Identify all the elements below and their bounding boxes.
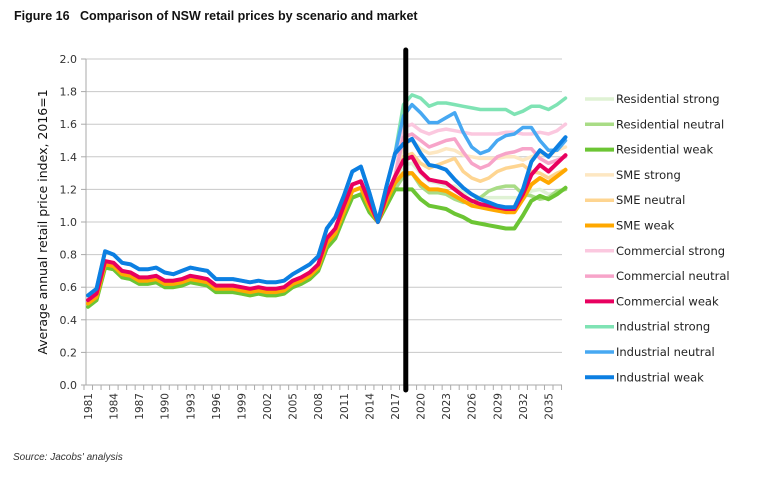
y-axis-ticks: 0.0 0.2 0.4 0.6 0.8 1.0 1.2 1.4 1.6 1.8 2.0 xyxy=(60,53,86,392)
legend-label: Residential weak xyxy=(616,143,714,157)
y-tick-label: 0.2 xyxy=(60,346,78,359)
legend: Residential strong Residential neutral Res… xyxy=(585,92,730,384)
y-axis-label: Average annual retail price index, 2016=… xyxy=(35,89,50,354)
y-tick-label: 0.4 xyxy=(60,314,78,327)
series-line-industrial-weak xyxy=(86,135,568,298)
legend-label: SME weak xyxy=(616,219,675,233)
x-tick-label: 2002 xyxy=(262,393,274,420)
x-tick-label: 1981 xyxy=(83,393,95,420)
x-tick-label: 1990 xyxy=(160,393,172,420)
legend-label: Commercial neutral xyxy=(616,269,730,283)
x-tick-label: 2032 xyxy=(518,393,530,420)
y-tick-label: 1.6 xyxy=(60,118,78,131)
source-note: Source: Jacobs' analysis xyxy=(13,452,123,463)
series-line-industrial-strong xyxy=(86,93,568,298)
legend-item: Industrial weak xyxy=(585,370,704,384)
series-line-commercial-strong xyxy=(86,122,568,302)
legend-item: Residential neutral xyxy=(585,117,724,131)
legend-label: Industrial strong xyxy=(616,320,710,334)
series-line-commercial-neutral xyxy=(86,132,568,302)
legend-item: Residential strong xyxy=(585,92,720,106)
legend-item: Industrial strong xyxy=(585,320,710,334)
legend-item: SME neutral xyxy=(585,193,685,207)
y-tick-label: 2.0 xyxy=(60,53,78,66)
legend-item: Industrial neutral xyxy=(585,345,715,359)
legend-label: Residential neutral xyxy=(616,117,724,131)
legend-label: Industrial neutral xyxy=(616,345,715,359)
x-axis: 1981 1984 1987 1990 1993 1996 1999 2002 2005 2008… xyxy=(83,384,563,420)
x-tick-label: 2008 xyxy=(313,393,325,420)
legend-item: SME weak xyxy=(585,219,675,233)
y-tick-label: 0.0 xyxy=(60,379,78,392)
x-tick-label: 1996 xyxy=(211,393,223,420)
legend-item: SME strong xyxy=(585,168,681,182)
y-tick-label: 1.4 xyxy=(60,151,78,164)
legend-item: Commercial strong xyxy=(585,244,725,258)
y-tick-label: 0.6 xyxy=(60,281,78,294)
legend-label: SME neutral xyxy=(616,193,685,207)
x-tick-label: 2023 xyxy=(441,393,453,420)
x-tick-label: 2029 xyxy=(492,393,504,420)
legend-item: Commercial weak xyxy=(585,294,719,308)
legend-item: Residential weak xyxy=(585,143,714,157)
x-tick-label: 1993 xyxy=(185,393,197,420)
y-tick-label: 0.8 xyxy=(60,249,78,262)
x-tick-label: 2020 xyxy=(416,393,428,420)
x-tick-label: 1999 xyxy=(236,393,248,420)
legend-label: Commercial strong xyxy=(616,244,725,258)
figure-title: Figure 16 Comparison of NSW retail price… xyxy=(14,9,418,23)
x-tick-label: 1987 xyxy=(134,393,146,420)
series-line-commercial-weak xyxy=(86,153,568,303)
legend-label: Residential strong xyxy=(616,92,720,106)
legend-label: SME strong xyxy=(616,168,681,182)
x-tick-label: 2005 xyxy=(288,393,300,420)
y-tick-label: 1.0 xyxy=(60,216,78,229)
legend-label: Commercial weak xyxy=(616,294,719,308)
x-tick-label: 2014 xyxy=(364,393,376,420)
x-tick-label: 2026 xyxy=(467,393,479,420)
y-tick-label: 1.2 xyxy=(60,183,78,196)
y-tick-label: 1.8 xyxy=(60,86,78,99)
x-tick-label: 2035 xyxy=(543,393,555,420)
x-tick-label: 1984 xyxy=(109,393,121,420)
legend-item: Commercial neutral xyxy=(585,269,730,283)
legend-label: Industrial weak xyxy=(616,370,704,384)
series-lines xyxy=(86,93,568,309)
x-tick-label: 2011 xyxy=(339,393,351,420)
x-tick-label: 2017 xyxy=(390,393,402,420)
